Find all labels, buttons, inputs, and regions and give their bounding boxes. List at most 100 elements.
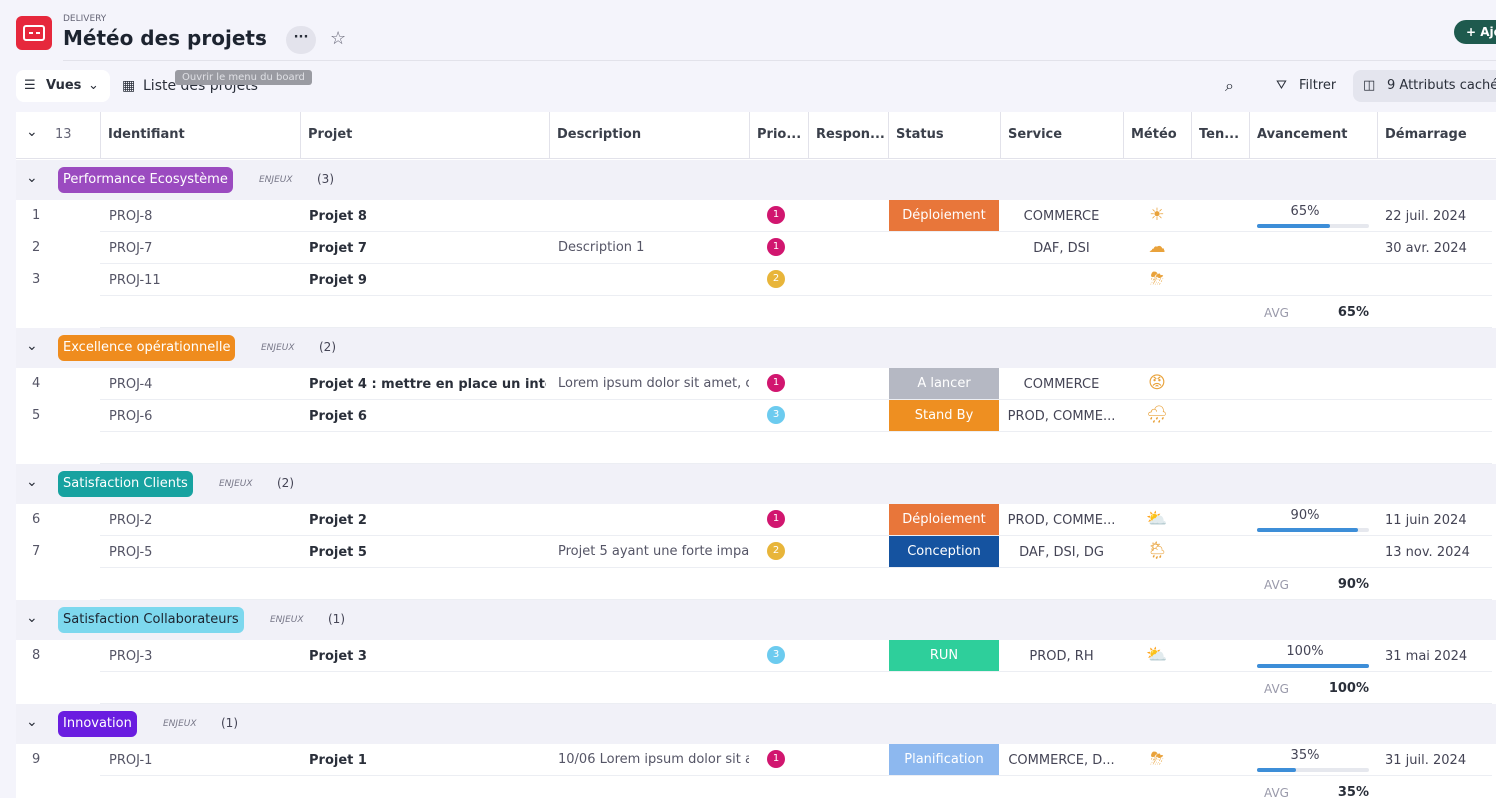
priority-badge: 1 — [767, 206, 785, 224]
column-divider — [1377, 112, 1378, 158]
group-count: (2) — [277, 476, 294, 490]
logo-icon — [23, 25, 45, 41]
table-cell — [1191, 776, 1249, 798]
table-cell — [1377, 744, 1492, 776]
table-cell — [549, 400, 749, 432]
table-cell — [1377, 536, 1492, 568]
menu-button[interactable]: ··· — [286, 26, 316, 54]
table-cell — [808, 368, 888, 400]
column-divider — [749, 112, 750, 158]
group-label[interactable]: Innovation — [58, 711, 137, 737]
column-header[interactable]: Avancement — [1257, 127, 1348, 142]
status-badge[interactable]: Stand By — [889, 400, 999, 431]
logo[interactable] — [16, 16, 52, 50]
table-cell — [1191, 264, 1249, 296]
table-cell — [749, 776, 808, 798]
table-cell — [1000, 264, 1123, 296]
table-cell — [300, 368, 549, 400]
column-header[interactable]: Description — [557, 127, 642, 142]
service: PROD, COMME... — [1007, 409, 1116, 424]
table-cell — [1123, 504, 1191, 536]
table-cell — [300, 640, 549, 672]
group-toggle[interactable]: ⌄ — [26, 714, 38, 730]
column-header[interactable]: Status — [896, 127, 944, 142]
table-cell — [1000, 776, 1123, 798]
group-label[interactable]: Satisfaction Collaborateurs — [58, 607, 244, 633]
group-toggle[interactable]: ⌄ — [26, 610, 38, 626]
column-divider — [1123, 112, 1124, 158]
description: Lorem ipsum dolor sit amet, co — [558, 376, 749, 391]
project-name[interactable]: Projet 1 — [309, 753, 367, 768]
group-label[interactable]: Performance Ecosystème — [58, 167, 233, 193]
column-header[interactable]: Prio... — [757, 127, 802, 142]
filter-button[interactable]: Filtrer — [1299, 78, 1337, 93]
project-name[interactable]: Projet 6 — [309, 409, 367, 424]
table-cell — [888, 672, 1000, 704]
priority-badge: 1 — [767, 750, 785, 768]
column-header[interactable]: Projet — [308, 127, 353, 142]
favorite-star[interactable]: ☆ — [330, 28, 347, 49]
search-icon[interactable]: ⌕ — [1225, 76, 1234, 95]
table-cell — [549, 432, 749, 464]
table-cell — [1123, 672, 1191, 704]
project-id: PROJ-7 — [109, 241, 153, 256]
views-icon: ☰ — [24, 78, 36, 93]
table-cell — [808, 672, 888, 704]
project-name[interactable]: Projet 7 — [309, 241, 367, 256]
hidden-attributes[interactable]: ◫ 9 Attributs cachée — [1353, 70, 1496, 102]
project-name[interactable]: Projet 4 : mettre en place un interface — [309, 377, 546, 392]
table-cell — [549, 232, 749, 264]
table-cell — [1000, 232, 1123, 264]
service: PROD, COMME... — [1007, 513, 1116, 528]
table-cell — [1377, 640, 1492, 672]
project-name[interactable]: Projet 3 — [309, 649, 367, 664]
service: DAF, DSI, DG — [1019, 545, 1104, 560]
table-cell — [888, 640, 1000, 672]
column-header[interactable]: Démarrage — [1385, 127, 1467, 142]
priority-badge: 3 — [767, 406, 785, 424]
views-button[interactable]: ☰ Vues ⌄ — [16, 70, 110, 102]
project-name[interactable]: Projet 5 — [309, 545, 367, 560]
table-cell — [1000, 536, 1123, 568]
collapse-all[interactable]: ⌄ — [26, 124, 38, 140]
project-id: PROJ-6 — [109, 409, 153, 424]
progress-label: 100% — [1286, 644, 1324, 659]
column-divider — [1249, 112, 1250, 158]
table-cell — [1123, 744, 1191, 776]
group-toggle[interactable]: ⌄ — [26, 170, 38, 186]
column-header[interactable]: Météo — [1131, 127, 1177, 142]
table-cell — [100, 400, 300, 432]
table-cell — [100, 264, 300, 296]
meteo-icon: 😡 — [1148, 373, 1166, 393]
progress-label: 90% — [1290, 508, 1320, 523]
start-date: 30 avr. 2024 — [1385, 241, 1467, 256]
start-date: 31 juil. 2024 — [1385, 753, 1467, 768]
project-name[interactable]: Projet 9 — [309, 273, 367, 288]
table-cell — [300, 264, 549, 296]
group-toggle[interactable]: ⌄ — [26, 338, 38, 354]
title-dropdown[interactable]: ⌄ — [256, 28, 268, 44]
table-cell — [1377, 504, 1492, 536]
project-name[interactable]: Projet 8 — [309, 209, 367, 224]
group-label[interactable]: Excellence opérationnelle — [58, 335, 236, 361]
column-header[interactable]: Respon... — [816, 127, 884, 142]
group-toggle[interactable]: ⌄ — [26, 474, 38, 490]
status-badge[interactable]: Déploiement — [889, 200, 999, 231]
table-cell — [749, 368, 808, 400]
status-badge[interactable]: A lancer — [889, 368, 999, 399]
group-label[interactable]: Satisfaction Clients — [58, 471, 193, 497]
status-badge[interactable]: RUN — [889, 640, 999, 671]
status-badge[interactable]: Déploiement — [889, 504, 999, 535]
table-cell — [300, 200, 549, 232]
project-name[interactable]: Projet 2 — [309, 513, 367, 528]
column-header[interactable]: Service — [1008, 127, 1063, 142]
add-button[interactable]: + Ajo — [1454, 20, 1496, 44]
column-header[interactable]: Ten... — [1199, 127, 1240, 142]
table-cell — [1191, 640, 1249, 672]
group-count: (1) — [221, 716, 238, 730]
project-id: PROJ-11 — [109, 273, 161, 288]
status-badge[interactable]: Conception — [889, 536, 999, 567]
column-header[interactable]: Identifiant — [108, 127, 185, 142]
status-badge[interactable]: Planification — [889, 744, 999, 775]
table-cell — [1123, 568, 1191, 600]
